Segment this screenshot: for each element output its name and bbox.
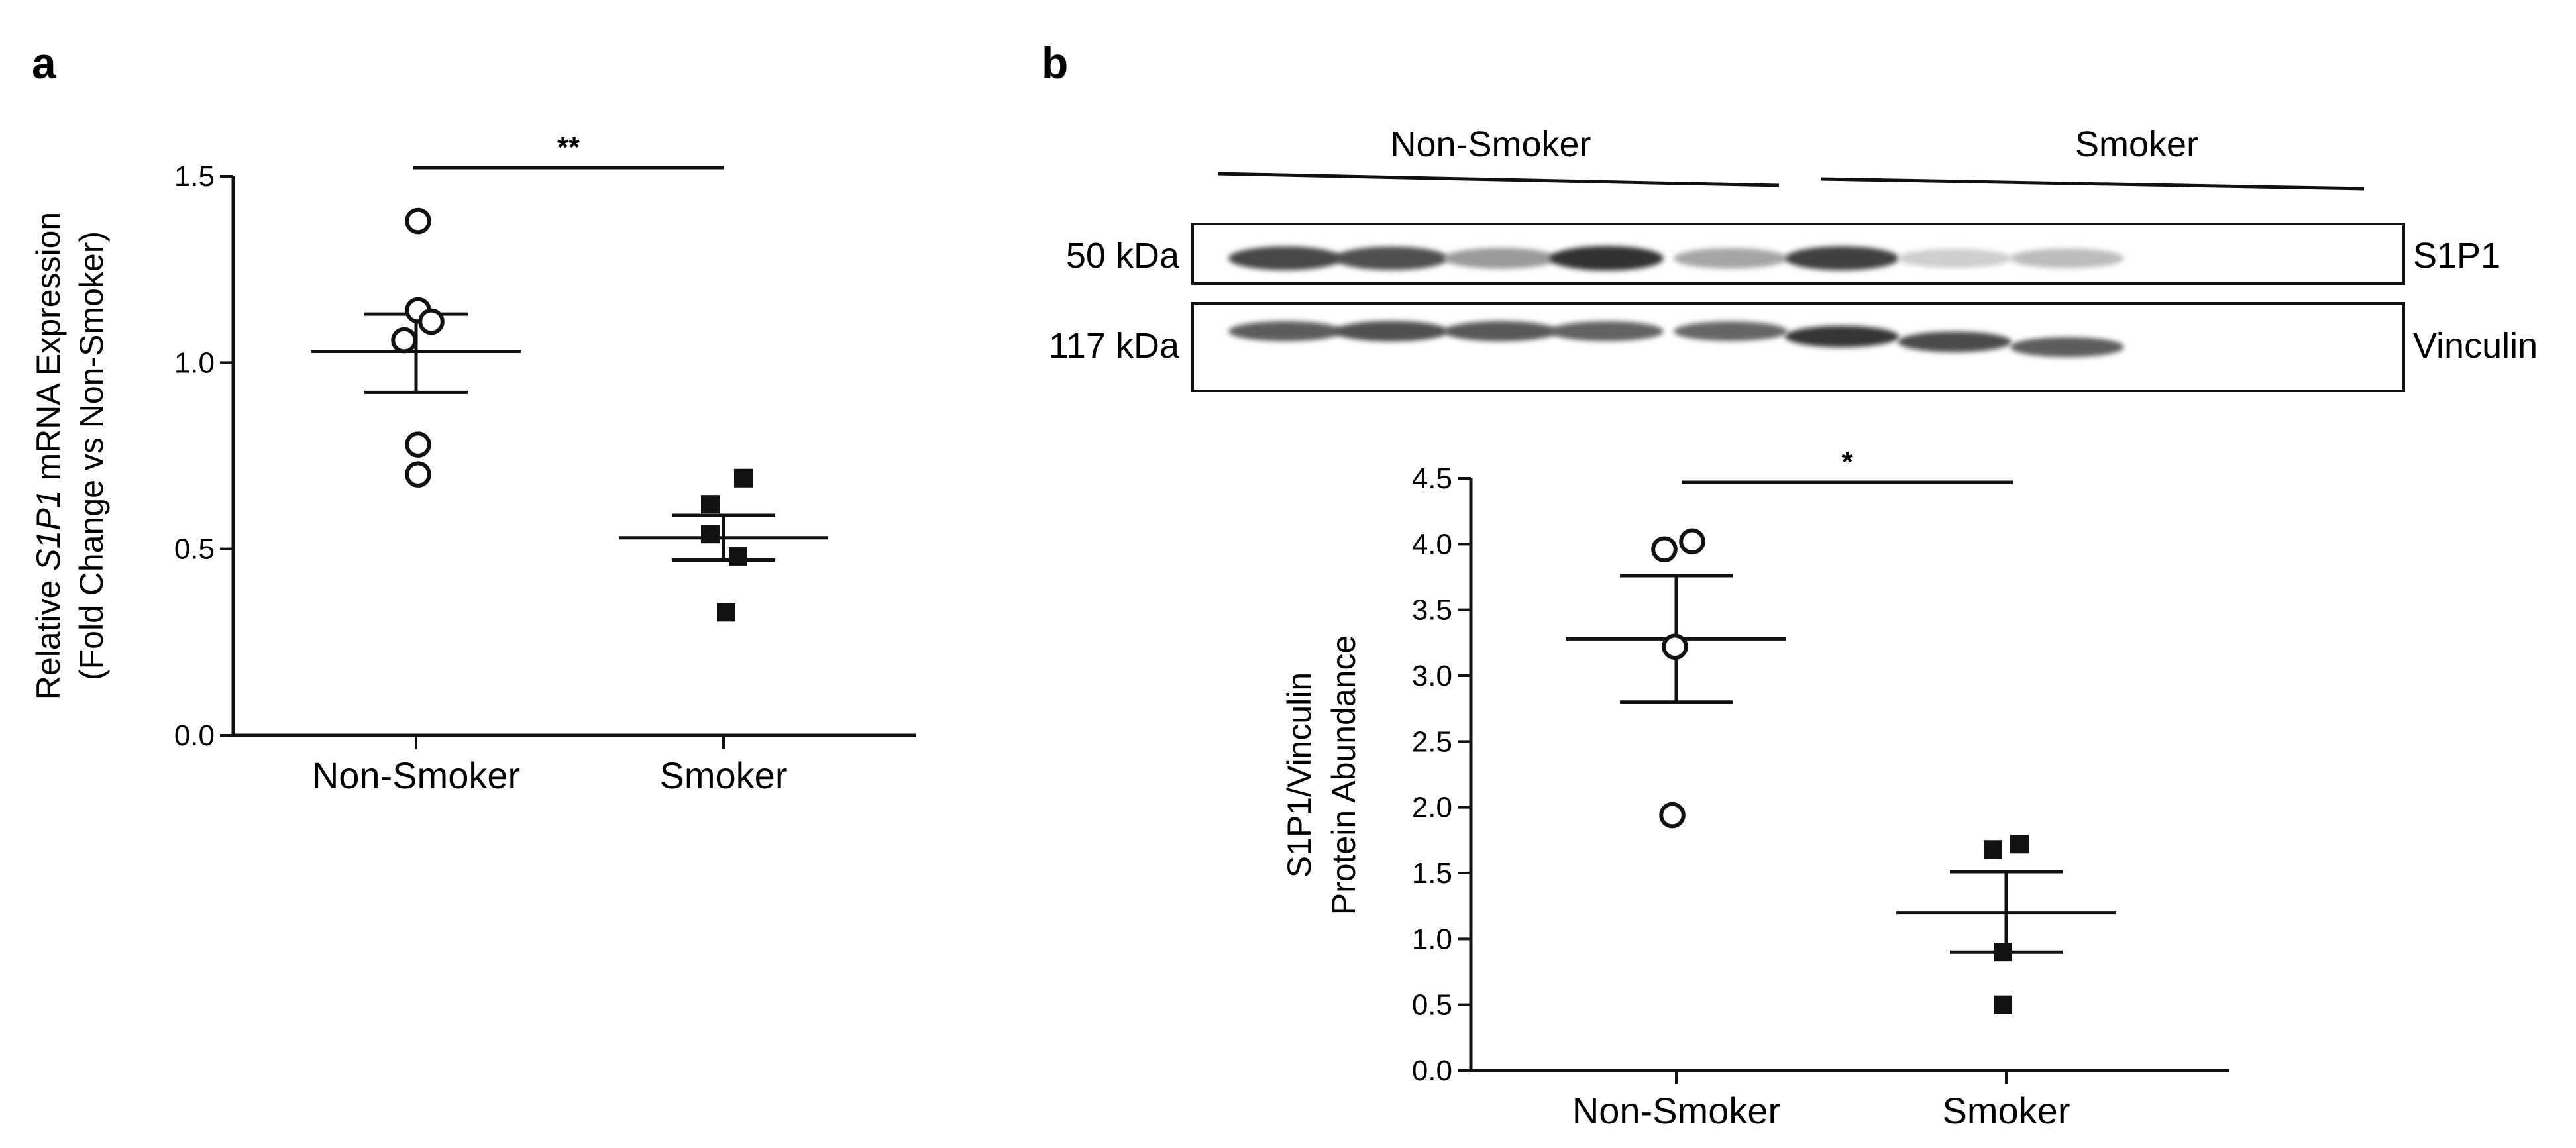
blot-band-vinculin-lane-2 <box>1334 321 1448 342</box>
chart-0-x-tick-label-non-smoker: Non-Smoker <box>312 755 520 796</box>
blot-band-vinculin-lane-3 <box>1444 321 1558 342</box>
chart-0-smoker-point <box>729 547 747 566</box>
blot-bands-s1p1 <box>1228 246 2124 271</box>
chart-1-y-tick-label: 3.5 <box>1412 594 1452 627</box>
panel-a-letter: a <box>32 38 57 87</box>
chart-0-y-axis-label-line1: Relative S1P1 mRNA Expression <box>30 212 67 700</box>
blot-band-s1p1-lane-3 <box>1444 248 1558 269</box>
western-blot: Non-Smoker Smoker 50 kDa 117 kDa S1P1 Vi… <box>1049 125 2538 392</box>
chart-0-y-axis-label-post: mRNA Expression <box>30 212 67 490</box>
chart-1-y-tick-label: 2.5 <box>1412 725 1452 758</box>
blot-size-s1p1: 50 kDa <box>1066 236 1180 276</box>
chart-1-non-smoker-point <box>1659 802 1686 829</box>
blot-band-s1p1-lane-1 <box>1228 246 1342 270</box>
blot-band-s1p1-lane-7 <box>1898 248 2012 268</box>
blot-bands-vinculin <box>1228 321 2124 358</box>
panel-b-letter: b <box>1042 38 1068 87</box>
chart-0-smoker-point <box>717 603 735 622</box>
blot-band-vinculin-lane-5 <box>1674 321 1788 342</box>
chart-1-smoker-point <box>1994 995 2012 1014</box>
chart-0-non-smoker-point <box>405 431 431 458</box>
chart-1-y-axis-label-line1: S1P1/Vinculin <box>1281 672 1318 878</box>
blot-band-s1p1-lane-6 <box>1785 246 1899 271</box>
blot-band-vinculin-lane-4 <box>1550 321 1664 342</box>
chart-a: 0.0 0.5 1.0 1.5 Non-Smoker Smoker ** Relative S… <box>30 131 916 796</box>
chart-0-non-smoker-point <box>391 327 417 354</box>
chart-1-y-tick-label: 1.0 <box>1412 923 1452 955</box>
chart-0-y-tick-label: 1.5 <box>174 160 215 193</box>
chart-0-y-tick-label: 0.0 <box>174 719 215 752</box>
blot-name-vinculin: Vinculin <box>2413 326 2538 366</box>
blot-band-vinculin-lane-1 <box>1228 321 1342 342</box>
blot-group-line-non-smoker <box>1217 172 1780 187</box>
blot-group-label-smoker: Smoker <box>2075 125 2198 164</box>
chart-1-significance-label: * <box>1841 446 1853 478</box>
blot-band-s1p1-lane-5 <box>1674 248 1788 269</box>
chart-0-non-smoker-point <box>405 461 431 488</box>
chart-1-y-tick-label: 4.0 <box>1412 528 1452 560</box>
chart-1-non-smoker-point <box>1679 528 1705 555</box>
blot-name-s1p1: S1P1 <box>2413 236 2500 276</box>
blot-group-label-non-smoker: Non-Smoker <box>1390 125 1591 164</box>
chart-0-y-tick-label: 1.0 <box>174 346 215 379</box>
blot-band-s1p1-lane-2 <box>1334 246 1448 270</box>
chart-0-smoker-point <box>734 468 753 488</box>
blot-band-vinculin-lane-7 <box>1898 331 2012 352</box>
chart-1-y-tick-label: 1.5 <box>1412 857 1452 890</box>
chart-1-smoker-point <box>1994 943 2012 962</box>
chart-0-x-tick-label-smoker: Smoker <box>660 755 788 796</box>
chart-1-non-smoker-point <box>1651 536 1678 563</box>
chart-1-y-tick-label: 2.0 <box>1412 792 1452 824</box>
chart-0-y-axis-label-line2: (Fold Change vs Non-Smoker) <box>73 231 110 680</box>
blot-band-s1p1-lane-4 <box>1550 246 1664 271</box>
chart-1-y-tick-label: 4.5 <box>1412 462 1452 495</box>
chart-0-significance-label: ** <box>557 131 580 164</box>
chart-0-y-tick-label: 0.5 <box>174 533 215 566</box>
chart-0-non-smoker-point <box>405 207 431 235</box>
chart-1-y-tick-label: 0.5 <box>1412 989 1452 1021</box>
blot-band-vinculin-lane-6 <box>1785 325 1899 348</box>
blot-band-vinculin-lane-8 <box>2010 337 2124 358</box>
chart-1-x-tick-label-non-smoker: Non-Smoker <box>1572 1090 1780 1131</box>
chart-0-y-axis-label-italic: S1P1 <box>30 490 67 570</box>
chart-0-y-axis-label-pre: Relative <box>30 571 67 700</box>
chart-1-y-tick-label: 0.0 <box>1412 1055 1452 1087</box>
chart-1-y-axis-label-line2: Protein Abundance <box>1325 635 1362 915</box>
chart-1-non-smoker-point <box>1662 633 1688 660</box>
chart-0-smoker-point <box>701 525 720 544</box>
chart-1-smoker-point <box>1984 840 2002 859</box>
blot-frame-vinculin <box>1191 302 2405 392</box>
chart-1-x-tick-label-smoker: Smoker <box>1943 1090 2070 1131</box>
chart-1-smoker-point <box>2010 835 2029 854</box>
chart-0-non-smoker-point <box>418 308 445 335</box>
blot-band-s1p1-lane-8 <box>2010 248 2124 268</box>
chart-b: 0.0 0.5 1.0 1.5 2.0 2.5 3.0 3.5 4.0 4.5 Non-Smoker… <box>1281 446 2229 1131</box>
chart-1-y-tick-label: 3.0 <box>1412 660 1452 692</box>
chart-0-smoker-point <box>701 495 720 514</box>
blot-size-vinculin: 117 kDa <box>1049 326 1180 366</box>
blot-group-line-smoker <box>1820 177 2365 191</box>
